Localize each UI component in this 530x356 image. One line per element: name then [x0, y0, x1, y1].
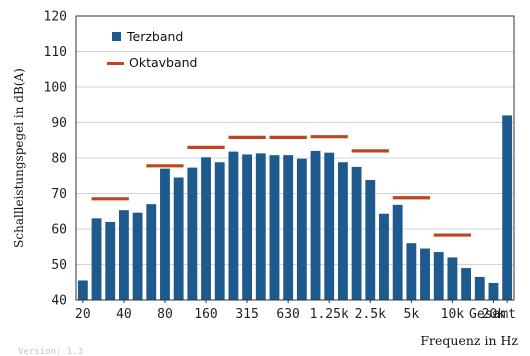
y-tick-label: 110 [44, 45, 67, 60]
y-tick-label: 50 [51, 258, 67, 273]
bar [488, 282, 499, 300]
legend-label-terzband: Terzband [126, 29, 183, 44]
bar [255, 153, 266, 300]
bar [502, 115, 513, 301]
y-tick-label: 120 [44, 10, 67, 25]
y-axis-label: Schallleistungspegel in dB(A) [12, 68, 26, 248]
bar [406, 243, 417, 300]
bar [461, 268, 472, 300]
bar [77, 280, 88, 300]
x-tick-label: 1.25k [310, 307, 349, 322]
x-tick-label: 160 [194, 307, 217, 322]
bar [228, 151, 239, 300]
bar [242, 154, 253, 300]
bar [324, 152, 335, 300]
bar [118, 210, 129, 300]
bar [187, 167, 198, 300]
bar [420, 248, 430, 300]
y-axis-ticks: 40 50 60 70 80 90 100 110 120 [44, 10, 67, 309]
bar [173, 177, 184, 300]
x-tick-label: 40 [116, 307, 132, 322]
y-tick-label: 60 [51, 223, 67, 238]
x-tick-label: 5k [404, 307, 420, 322]
x-tick-label: Gesamt [469, 307, 516, 322]
bar [310, 150, 321, 300]
plot-frame [75, 15, 515, 301]
legend-label-oktavband: Oktavband [129, 55, 198, 70]
bar [160, 168, 170, 300]
bar [283, 155, 294, 300]
bar [447, 257, 458, 300]
legend: Terzband Oktavband [107, 29, 198, 70]
y-tick-label: 80 [51, 152, 67, 167]
bar [214, 162, 225, 300]
bar [379, 213, 389, 300]
bar [392, 204, 403, 300]
x-tick-label: 630 [276, 307, 299, 322]
bar [105, 221, 116, 300]
y-tick-label: 40 [51, 294, 67, 309]
bar [146, 204, 157, 300]
bars [77, 115, 513, 301]
bar [337, 162, 348, 300]
y-tick-label: 90 [51, 116, 67, 131]
bar [474, 276, 485, 300]
bar [296, 158, 307, 300]
x-axis-label: Frequenz in Hz [420, 333, 518, 348]
x-tick-label: 315 [235, 307, 258, 322]
bar [351, 166, 362, 301]
bar [91, 218, 102, 300]
legend-swatch-terzband [112, 32, 121, 41]
version-label: Version: 1.3 [18, 347, 83, 356]
bar [433, 252, 444, 300]
x-tick-label: 2.5k [355, 307, 386, 322]
bar [269, 155, 280, 300]
x-tick-label: 80 [157, 307, 173, 322]
octave-lines [91, 135, 472, 237]
bar [201, 157, 211, 300]
y-tick-label: 70 [51, 187, 67, 202]
x-tick-label: 20 [75, 307, 91, 322]
bar [132, 212, 143, 300]
x-tick-label: 10k [441, 307, 465, 322]
legend-swatch-oktavband [107, 62, 124, 65]
x-tick-label: 20k [482, 307, 506, 322]
bar [365, 180, 376, 300]
y-tick-label: 100 [44, 81, 67, 96]
